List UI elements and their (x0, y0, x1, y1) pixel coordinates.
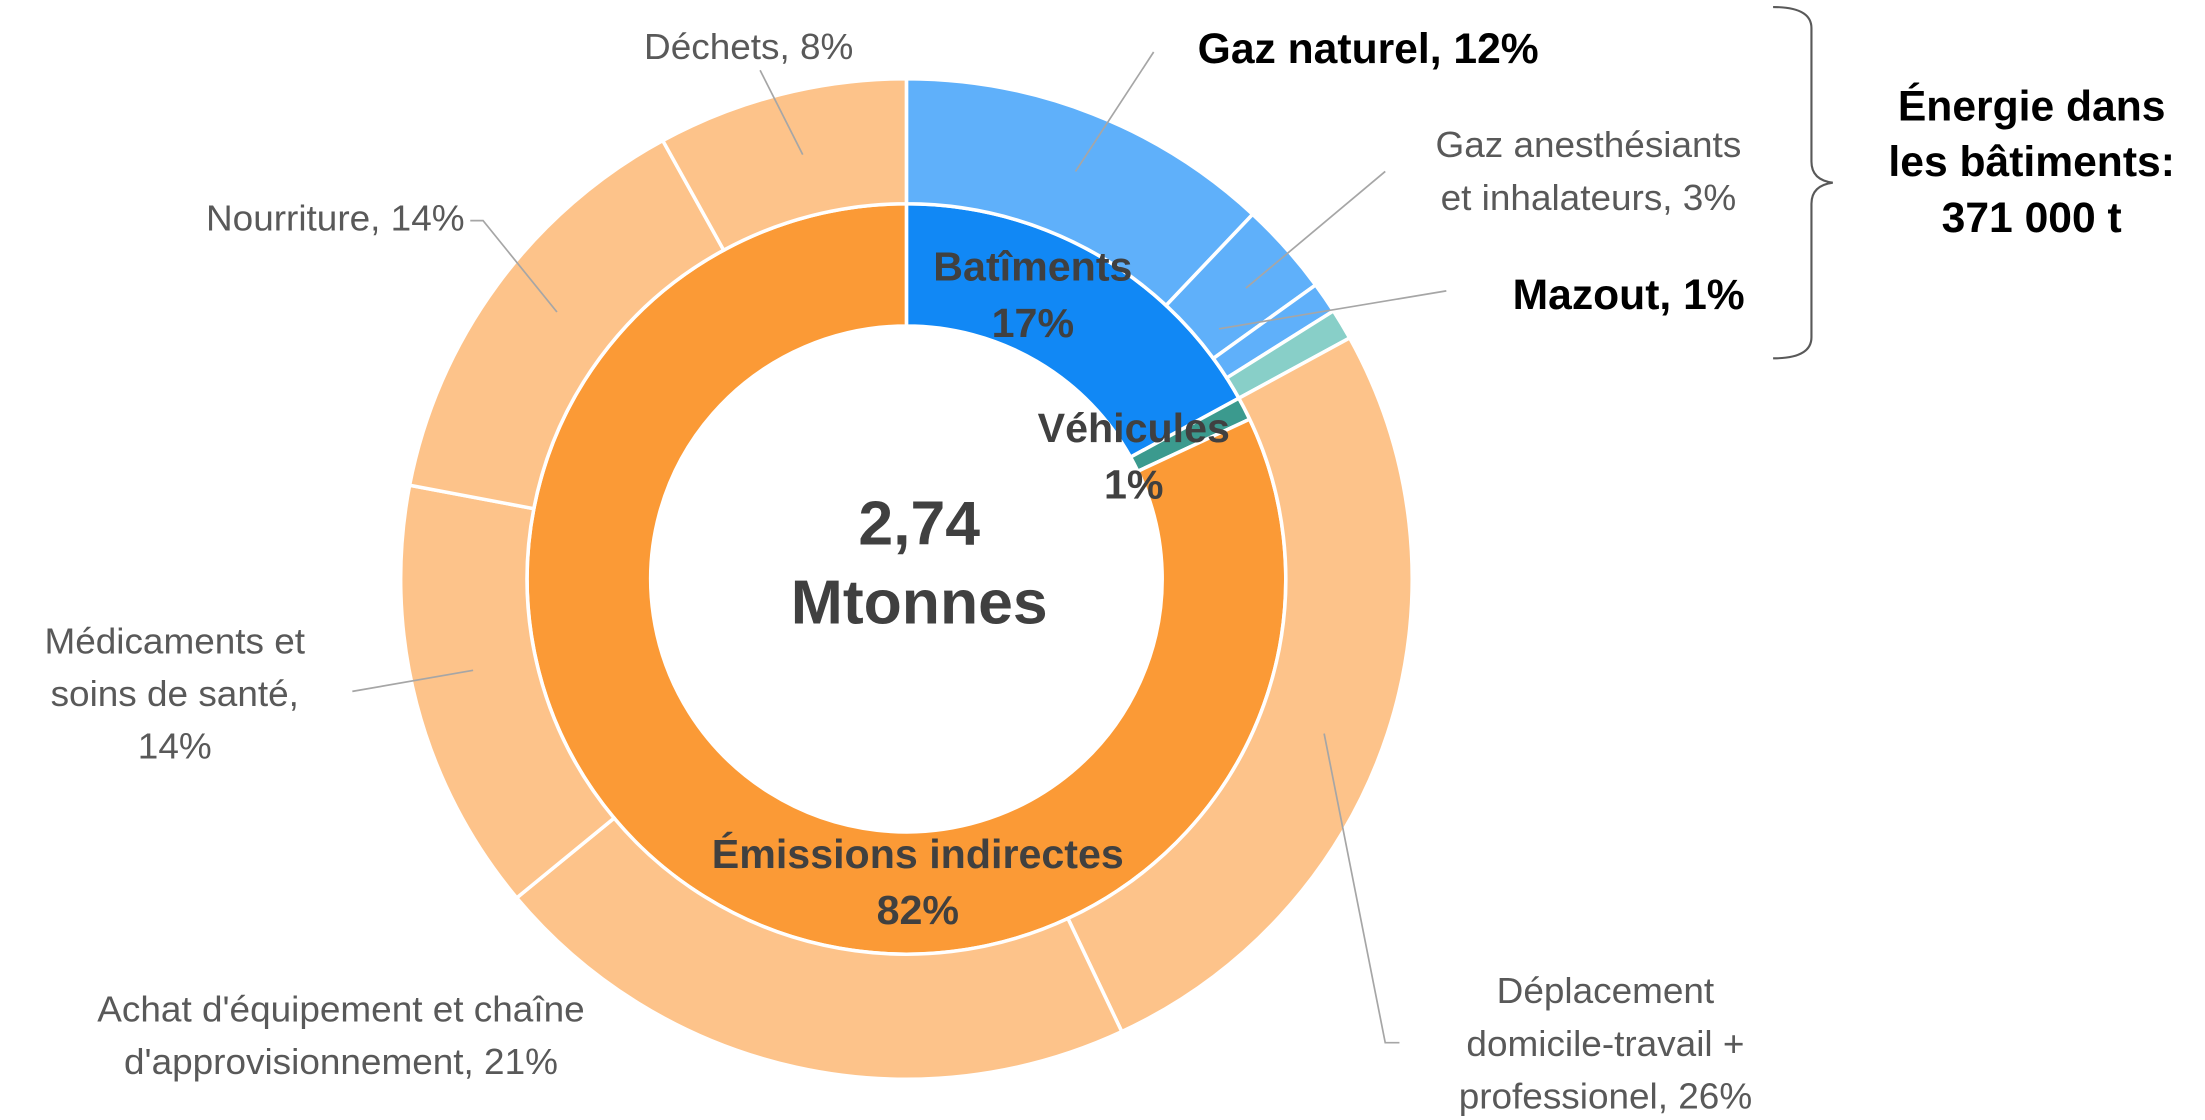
segment-label: Déchets, 8% (644, 26, 853, 67)
segment-label: soins de santé, (51, 673, 299, 714)
segment-label: domicile-travail + (1466, 1023, 1744, 1064)
segment-label: Nourriture, 14% (206, 197, 465, 238)
leader-line (470, 219, 558, 313)
segment-label: Déplacement (1497, 970, 1715, 1011)
segment-value: 17% (992, 300, 1074, 346)
center-label: 2,74 (858, 490, 980, 559)
segment-label: Batîments (933, 244, 1132, 290)
bracket-label: Énergie dans (1898, 83, 2166, 130)
segment-label: Véhicules (1038, 405, 1230, 451)
center-label: Mtonnes (791, 569, 1048, 638)
segment-value: 82% (877, 887, 959, 933)
segment-label: Achat d'équipement et chaîne (97, 989, 584, 1030)
segment-label: d'approvisionnement, 21% (124, 1041, 558, 1082)
donut-segment (1065, 335, 1414, 1034)
leader-line (1323, 733, 1400, 1044)
bracket-label: 371 000 t (1942, 194, 2122, 241)
donut-segment (660, 76, 909, 253)
segment-label: Gaz naturel, 12% (1198, 25, 1539, 72)
bracket (1773, 5, 1833, 360)
leader-line (759, 69, 804, 155)
leader-line (352, 669, 474, 693)
leader-line (1218, 290, 1447, 330)
segment-label: Émissions indirectes (712, 831, 1124, 877)
leader-line (1245, 170, 1386, 289)
segment-value: 1% (1104, 462, 1164, 508)
leader-line (1074, 51, 1155, 172)
segment-label: 14% (138, 726, 212, 767)
donut-segment (514, 815, 1125, 1082)
segment-label: et inhalateurs, 3% (1441, 177, 1737, 218)
segment-label: professionel, 26% (1459, 1076, 1752, 1117)
segment-label: Mazout, 1% (1513, 271, 1745, 318)
bracket-label: les bâtiments: (1888, 138, 2174, 185)
segment-label: Gaz anesthésiants (1435, 124, 1741, 165)
segment-label: Médicaments et (44, 620, 305, 661)
